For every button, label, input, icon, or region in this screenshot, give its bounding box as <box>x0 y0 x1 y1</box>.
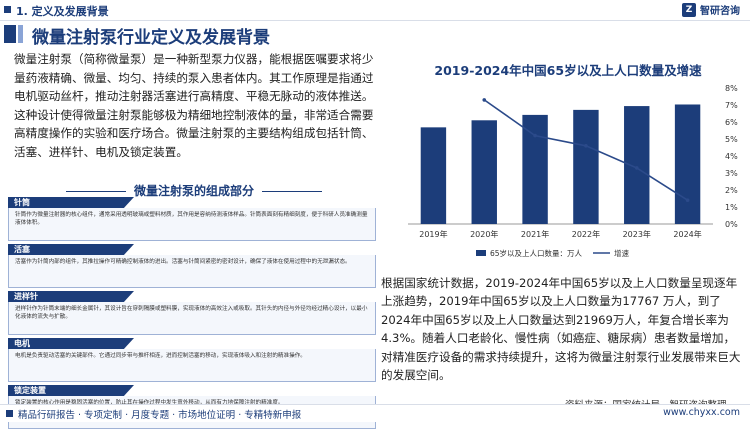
component-text: 针筒作为微量注射器的核心组件，通常采用透明玻璃或塑料材质，其作用是容纳待测液体样… <box>8 208 376 241</box>
y2-tick-label: 5% <box>725 135 738 144</box>
components-title: 微量注射泵的组成部分 <box>14 182 374 199</box>
bar <box>624 106 650 224</box>
population-chart: 0% 1% 2% 3% 4% 5% 6% 7% 8% 2019年 2020年 2021年 2022年 20… <box>408 84 738 258</box>
legend-bar-label: 65岁以及上人口数量：万人 <box>490 248 583 258</box>
x-tick-label: 2021年 <box>521 229 549 239</box>
title-marker-accent <box>18 25 23 43</box>
intro-paragraph: 微量注射泵（简称微量泵）是一种新型泵力仪器，能根据医嘱要求将少量药液精确、微量、… <box>14 52 374 159</box>
growth-point <box>685 198 690 202</box>
footer-site: www.chyxx.com <box>663 407 740 418</box>
growth-point <box>584 144 588 148</box>
component-text: 电机是负责驱动活塞的关键部件。它通过同步带与推杆相连，进而控制活塞的移动，实现液… <box>8 349 376 382</box>
bar <box>674 104 701 224</box>
component-item: 活塞 活塞作为针筒内部的组件，其推拉操作可精确控制液体的进出。活塞与针筒间紧密的… <box>8 244 376 288</box>
top-bar: 1. 定义及发展背景 Z 智研咨询 <box>0 0 750 21</box>
section-title: 1. 定义及发展背景 <box>16 5 109 18</box>
logo-text: 智研咨询 <box>700 6 740 17</box>
bar <box>420 127 447 224</box>
footer-text: 精品行研报告 · 专项定制 · 月度专题 · 市场地位证明 · 专精特新申报 <box>18 410 302 421</box>
y2-tick-label: 1% <box>725 203 738 212</box>
y2-tick-label: 4% <box>725 152 738 161</box>
x-tick-label: 2019年 <box>419 229 447 239</box>
title-marker <box>4 25 16 43</box>
description-paragraph: 根据国家统计数据，2019-2024年中国65岁以及上人口数量呈现逐年上涨趋势，… <box>381 276 741 383</box>
title-bar: 微量注射泵行业定义及发展背景 <box>0 22 750 48</box>
x-tick-label: 2020年 <box>470 229 498 239</box>
x-tick-label: 2023年 <box>623 229 651 239</box>
footer-marker <box>6 410 13 417</box>
component-item: 针筒 针筒作为微量注射器的核心组件，通常采用透明玻璃或塑料材质，其作用是容纳待测… <box>8 197 376 241</box>
y2-tick-label: 2% <box>725 186 738 195</box>
component-name: 锁定装置 <box>8 385 134 396</box>
y2-tick-label: 8% <box>725 84 738 93</box>
section-marker <box>4 6 11 13</box>
component-text: 活塞作为针筒内部的组件，其推拉操作可精确控制液体的进出。活塞与针筒间紧密的密封设… <box>8 255 376 288</box>
component-name: 活塞 <box>8 244 134 255</box>
bar <box>522 114 548 224</box>
y2-tick-label: 7% <box>725 101 738 110</box>
y2-tick-label: 3% <box>725 169 738 178</box>
bar <box>573 109 599 224</box>
component-text: 进样针作为针筒末端的细长金属针，其设计旨在穿刺隔膜或塑料膜，实现液体的高效注入或… <box>8 302 376 335</box>
footer-bar: 精品行研报告 · 专项定制 · 月度专题 · 市场地位证明 · 专精特新申报 w… <box>0 404 750 422</box>
legend-bar-swatch <box>476 250 486 256</box>
components-list: 针筒 针筒作为微量注射器的核心组件，通常采用透明玻璃或塑料材质，其作用是容纳待测… <box>8 197 376 432</box>
growth-point <box>634 166 639 170</box>
growth-point <box>533 133 537 138</box>
legend-line-label: 增速 <box>614 248 629 258</box>
brand-logo: Z 智研咨询 <box>682 2 740 17</box>
y2-tick-label: 6% <box>725 118 738 127</box>
component-name: 进样针 <box>8 291 134 302</box>
bar <box>471 120 497 224</box>
x-tick-label: 2022年 <box>572 229 600 239</box>
y2-tick-label: 0% <box>725 220 738 229</box>
component-name: 针筒 <box>8 197 134 208</box>
logo-icon: Z <box>682 2 696 17</box>
component-item: 进样针 进样针作为针筒末端的细长金属针，其设计旨在穿刺隔膜或塑料膜，实现液体的高… <box>8 291 376 335</box>
component-item: 电机 电机是负责驱动活塞的关键部件。它通过同步带与推杆相连，进而控制活塞的移动，… <box>8 338 376 382</box>
page-title: 微量注射泵行业定义及发展背景 <box>32 28 270 48</box>
component-name: 电机 <box>8 338 134 349</box>
chart-title: 2019-2024年中国65岁以及上人口数量及增速 <box>434 63 702 78</box>
x-tick-label: 2024年 <box>673 229 701 239</box>
growth-point <box>482 98 487 102</box>
